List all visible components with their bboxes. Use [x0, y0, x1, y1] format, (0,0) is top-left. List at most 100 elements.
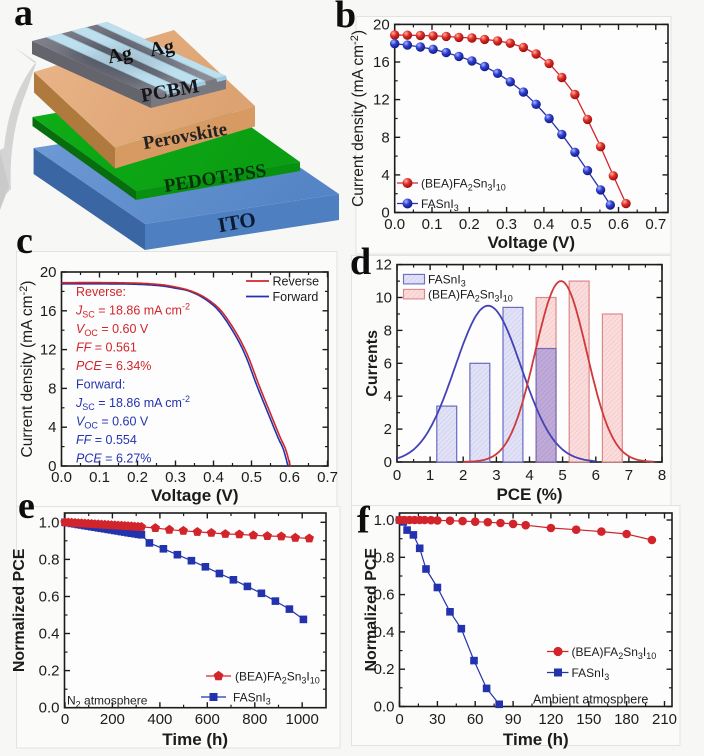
svg-text:8: 8 — [48, 380, 56, 397]
svg-text:1.0: 1.0 — [374, 512, 395, 529]
svg-text:0: 0 — [381, 205, 389, 222]
svg-text:150: 150 — [576, 711, 601, 728]
svg-text:4: 4 — [384, 388, 392, 405]
svg-text:8: 8 — [658, 467, 666, 484]
svg-text:N2​ atmosphere: N2​ atmosphere — [67, 694, 148, 710]
svg-text:0.6: 0.6 — [279, 469, 300, 486]
svg-text:1000: 1000 — [286, 711, 319, 728]
svg-text:Currents: Currents — [364, 330, 381, 397]
svg-text:f: f — [357, 500, 371, 542]
svg-text:0.3: 0.3 — [496, 216, 517, 233]
svg-text:0.0: 0.0 — [39, 700, 60, 717]
svg-text:0.0: 0.0 — [374, 699, 395, 716]
svg-text:2: 2 — [459, 467, 467, 484]
svg-text:12: 12 — [40, 342, 57, 359]
svg-text:Reverse:: Reverse: — [76, 285, 126, 299]
svg-text:0.2: 0.2 — [127, 469, 148, 486]
svg-text:Reverse: Reverse — [273, 275, 320, 289]
svg-text:0.2: 0.2 — [39, 663, 60, 680]
svg-text:c: c — [16, 220, 33, 262]
svg-text:1: 1 — [426, 467, 434, 484]
svg-text:10: 10 — [375, 290, 392, 307]
svg-text:210: 210 — [652, 711, 677, 728]
svg-text:0.3: 0.3 — [165, 469, 186, 486]
svg-text:0.4: 0.4 — [39, 626, 60, 643]
svg-text:16: 16 — [373, 54, 390, 71]
svg-text:Voltage (V): Voltage (V) — [488, 233, 576, 252]
svg-text:180: 180 — [614, 711, 639, 728]
svg-text:12: 12 — [373, 92, 390, 109]
svg-text:0.4: 0.4 — [203, 469, 224, 486]
svg-text:200: 200 — [100, 711, 125, 728]
svg-text:0: 0 — [384, 454, 392, 471]
svg-text:30: 30 — [429, 711, 446, 728]
svg-text:FASnI3​: FASnI3​ — [421, 197, 459, 213]
svg-text:0.4: 0.4 — [533, 216, 554, 233]
svg-text:0.5: 0.5 — [571, 216, 592, 233]
svg-text:0.5: 0.5 — [241, 469, 262, 486]
svg-text:20: 20 — [40, 264, 57, 281]
svg-text:Current density (mA cm-2​): Current density (mA cm-2​) — [18, 281, 36, 458]
svg-text:0.2: 0.2 — [374, 661, 395, 678]
svg-text:4: 4 — [381, 167, 389, 184]
svg-text:0.6: 0.6 — [39, 589, 60, 606]
svg-text:7: 7 — [625, 467, 633, 484]
svg-text:5: 5 — [558, 467, 566, 484]
svg-text:(BEA)FA2​Sn3​I10​: (BEA)FA2​Sn3​I10​ — [428, 288, 513, 304]
svg-text:16: 16 — [40, 303, 57, 320]
svg-text:20: 20 — [373, 16, 390, 33]
svg-text:PCE (%): PCE (%) — [496, 485, 562, 504]
svg-text:4: 4 — [525, 467, 533, 484]
svg-text:8: 8 — [381, 129, 389, 146]
svg-text:(BEA)FA2​Sn3​I10​: (BEA)FA2​Sn3​I10​ — [421, 177, 506, 193]
svg-text:0.0: 0.0 — [51, 469, 72, 486]
svg-text:1.0: 1.0 — [39, 514, 60, 531]
svg-text:b: b — [335, 0, 356, 36]
svg-text:800: 800 — [242, 711, 267, 728]
svg-text:Ag: Ag — [148, 35, 176, 61]
svg-text:FASnI3​: FASnI3​ — [428, 273, 466, 289]
svg-text:0: 0 — [393, 467, 401, 484]
svg-text:2: 2 — [384, 421, 392, 438]
svg-text:0.2: 0.2 — [459, 216, 480, 233]
svg-text:600: 600 — [195, 711, 220, 728]
svg-text:6: 6 — [384, 355, 392, 372]
svg-text:FASnI3​: FASnI3​ — [233, 691, 271, 707]
svg-text:0.4: 0.4 — [374, 624, 395, 641]
svg-text:0.0: 0.0 — [384, 216, 405, 233]
svg-text:0.8: 0.8 — [39, 551, 60, 568]
svg-text:120: 120 — [538, 711, 563, 728]
svg-text:JSC​ = 18.86 mA cm-2​: JSC​ = 18.86 mA cm-2​ — [75, 394, 190, 412]
svg-text:Time (h): Time (h) — [503, 730, 569, 749]
svg-text:8: 8 — [384, 322, 392, 339]
svg-text:6: 6 — [592, 467, 600, 484]
svg-text:FF = 0.561: FF = 0.561 — [76, 341, 137, 355]
svg-text:0.6: 0.6 — [608, 216, 629, 233]
svg-text:400: 400 — [147, 711, 172, 728]
svg-text:JSC​ = 18.86 mA cm-2​: JSC​ = 18.86 mA cm-2​ — [75, 302, 190, 320]
svg-text:Normalized PCE: Normalized PCE — [11, 548, 28, 672]
svg-text:0: 0 — [395, 711, 403, 728]
svg-text:(BEA)FA2​Sn3​I10​: (BEA)FA2​Sn3​I10​ — [235, 670, 320, 686]
svg-text:a: a — [14, 0, 33, 34]
svg-text:0: 0 — [48, 458, 56, 475]
svg-text:12: 12 — [375, 257, 392, 274]
svg-text:(BEA)FA2​Sn3​I10​: (BEA)FA2​Sn3​I10​ — [572, 645, 657, 661]
svg-text:0.8: 0.8 — [374, 549, 395, 566]
svg-text:FF = 0.554: FF = 0.554 — [76, 433, 137, 447]
svg-text:d: d — [350, 241, 371, 283]
svg-text:Ambient atmosphere: Ambient atmosphere — [533, 693, 648, 707]
svg-text:90: 90 — [505, 711, 522, 728]
svg-text:Time (h): Time (h) — [162, 730, 228, 749]
svg-text:Forward: Forward — [273, 290, 319, 304]
svg-text:Forward:: Forward: — [76, 378, 125, 392]
svg-text:4: 4 — [48, 419, 56, 436]
svg-text:0: 0 — [61, 711, 69, 728]
svg-text:0.1: 0.1 — [422, 216, 443, 233]
svg-text:PCE = 6.34%: PCE = 6.34% — [76, 359, 151, 373]
svg-text:3: 3 — [492, 467, 500, 484]
svg-text:0.1: 0.1 — [89, 469, 110, 486]
svg-text:Normalized PCE: Normalized PCE — [363, 548, 380, 672]
svg-text:Ag: Ag — [106, 42, 134, 68]
svg-text:Current density (mA cm-2​): Current density (mA cm-2​) — [349, 30, 367, 207]
